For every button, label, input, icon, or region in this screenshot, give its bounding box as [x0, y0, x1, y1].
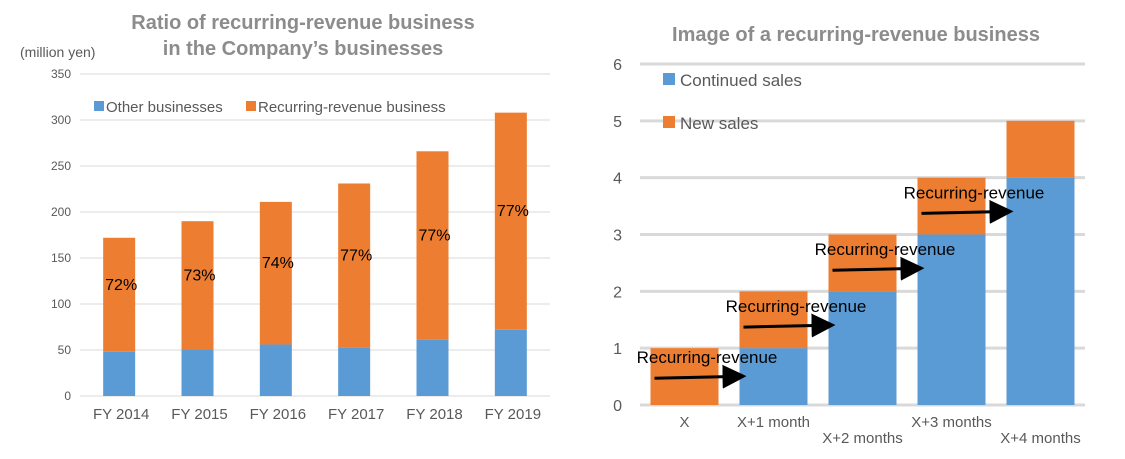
recurring-arrow — [921, 199, 1014, 224]
x-tick-label: FY 2018 — [406, 406, 462, 423]
bar-segment-recurring — [494, 112, 527, 330]
bar-segment-continued — [1006, 177, 1075, 405]
recurring-annotation-label: Recurring-revenue — [637, 348, 778, 367]
y-tick-label: 250 — [51, 159, 71, 173]
legend-swatch-continued — [663, 73, 675, 85]
x-tick-label: X+3 months — [911, 414, 991, 431]
recurring-annotation-label: Recurring-revenue — [904, 183, 1045, 202]
chart2-title: Image of a recurring-revenue business — [672, 24, 1040, 46]
bar-segment-other — [103, 351, 136, 396]
bar-segment-new — [828, 234, 897, 292]
x-tick-label: X — [679, 414, 689, 431]
bar-segment-other — [259, 344, 292, 396]
chart1-unit-label: (million yen) — [20, 44, 95, 60]
bar-segment-other — [416, 339, 449, 396]
bar-segment-other — [494, 329, 527, 396]
bar-segment-recurring — [416, 151, 449, 340]
x-tick-label: FY 2017 — [328, 406, 384, 423]
bar-segment-recurring — [338, 183, 371, 348]
bar-segment-other — [181, 350, 214, 396]
legend-swatch-new — [663, 116, 675, 128]
bar-segment-new — [739, 291, 808, 349]
percent-label: 77% — [418, 228, 450, 245]
bar-segment-new — [917, 177, 986, 235]
percent-label: 72% — [105, 277, 137, 294]
legend-label-recurring: Recurring-revenue business — [258, 99, 446, 116]
recurring-arrow — [654, 364, 747, 389]
bar-segment-continued — [828, 291, 897, 405]
y-tick-label: 2 — [613, 284, 622, 301]
recurring-arrow — [832, 256, 925, 281]
bar-segment-continued — [739, 348, 808, 405]
y-tick-label: 150 — [51, 251, 71, 265]
chart1-title-line2: in the Company’s businesses — [163, 38, 443, 60]
x-tick-label: FY 2019 — [485, 406, 541, 423]
recurring-image-chart: Image of a recurring-revenue business 0 1… — [613, 24, 1085, 447]
recurring-ratio-chart: Ratio of recurring-revenue business in t… — [20, 12, 550, 423]
x-tick-label: FY 2015 — [171, 406, 227, 423]
legend-label-other: Other businesses — [106, 99, 223, 116]
percent-label: 77% — [497, 203, 529, 220]
percent-label: 77% — [340, 247, 372, 264]
x-tick-label: FY 2014 — [93, 406, 149, 423]
x-tick-label: X+2 months — [822, 430, 902, 447]
bar-segment-recurring — [259, 201, 292, 345]
bar-segment-other — [338, 347, 371, 396]
percent-label: 74% — [262, 255, 294, 272]
legend-label-new: New sales — [680, 114, 758, 133]
y-tick-label: 200 — [51, 205, 71, 219]
bar-segment-recurring — [181, 221, 214, 350]
recurring-annotation-label: Recurring-revenue — [815, 240, 956, 259]
y-tick-label: 300 — [51, 113, 71, 127]
x-tick-label: X+1 month — [737, 414, 810, 431]
y-tick-label: 5 — [613, 114, 622, 131]
y-tick-label: 50 — [58, 343, 72, 357]
chart2-legend: Continued sales New sales — [663, 71, 802, 133]
y-tick-label: 1 — [613, 341, 622, 358]
bar-segment-continued — [917, 234, 986, 405]
y-tick-label: 100 — [51, 297, 71, 311]
y-tick-label: 4 — [613, 171, 622, 188]
recurring-annotation-label: Recurring-revenue — [726, 297, 867, 316]
bar-segment-new — [1006, 120, 1075, 178]
y-tick-label: 0 — [64, 389, 71, 403]
chart1-title-line1: Ratio of recurring-revenue business — [131, 12, 474, 34]
percent-label: 73% — [183, 268, 215, 285]
legend-swatch-recurring — [246, 101, 256, 111]
y-tick-label: 6 — [613, 57, 622, 74]
recurring-arrow — [743, 313, 836, 338]
chart1-legend: Other businesses Recurring-revenue busin… — [94, 99, 446, 116]
bar-segment-recurring — [103, 237, 136, 352]
legend-label-continued: Continued sales — [680, 71, 802, 90]
x-tick-label: X+4 months — [1000, 430, 1080, 447]
y-tick-label: 350 — [51, 67, 71, 81]
y-tick-label: 3 — [613, 228, 622, 245]
y-tick-label: 0 — [613, 398, 622, 415]
x-tick-label: FY 2016 — [250, 406, 306, 423]
legend-swatch-other — [94, 101, 104, 111]
